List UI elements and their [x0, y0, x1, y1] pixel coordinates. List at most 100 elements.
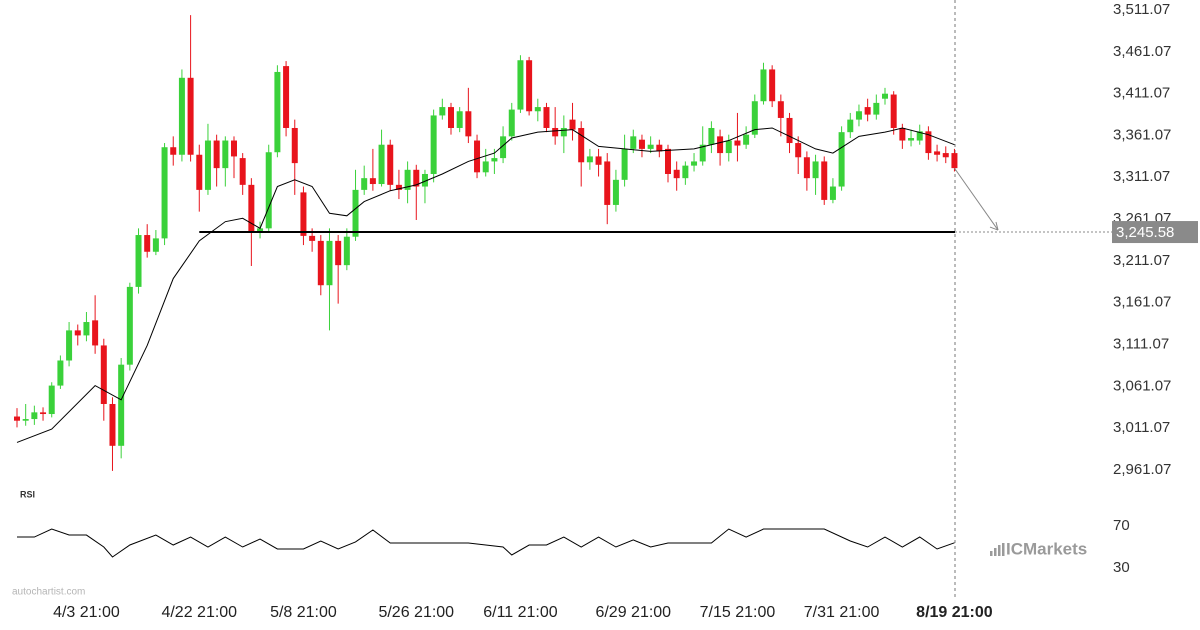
y-tick-label: 3,411.07 [1113, 85, 1170, 102]
candle-body [439, 107, 446, 116]
candle-body [586, 156, 593, 163]
rsi-title: RSI [20, 489, 35, 499]
source: autochartist.com [12, 587, 85, 598]
candle-body [196, 154, 203, 190]
y-tick-label: 3,161.07 [1113, 294, 1171, 311]
y-tick-label: 30 [1113, 559, 1130, 576]
candle-body [369, 178, 376, 185]
candle-body [838, 132, 845, 187]
y-tick-label: 3,511.07 [1113, 1, 1170, 18]
candle-body [178, 77, 185, 155]
candle-body [699, 144, 706, 162]
candle-body [40, 412, 47, 415]
x-tick-label: 4/22 21:00 [161, 604, 237, 621]
candle-body [595, 156, 602, 165]
x-tick-label: 5/8 21:00 [270, 604, 337, 621]
moving-average [16, 127, 955, 443]
candle-body [951, 153, 958, 169]
candle-body [890, 94, 897, 128]
candle-body [170, 147, 177, 155]
price-label: 3,245.58 [1116, 224, 1174, 241]
candle-body [231, 140, 237, 157]
candle-body [109, 403, 116, 446]
candle-body [786, 117, 793, 144]
forecast-arrowhead [989, 221, 999, 231]
candle-body [448, 107, 454, 128]
candle-body [482, 161, 489, 173]
candle-body [22, 419, 29, 421]
candle-body [751, 101, 758, 135]
forecast-arrow [954, 167, 999, 231]
candle-body [560, 127, 567, 137]
y-tick-label: 3,061.07 [1113, 377, 1171, 394]
candle-body [934, 151, 941, 155]
candle-body [534, 107, 541, 112]
x-tick-label: 7/31 21:00 [804, 604, 880, 621]
candle-body [14, 416, 20, 421]
candle-body [57, 360, 64, 386]
candle-body [456, 111, 463, 128]
candle-body [847, 119, 854, 133]
x-tick-label: 6/11 21:00 [483, 604, 558, 621]
candle-body [612, 179, 619, 205]
price-label-box [1112, 221, 1198, 244]
candle-body [882, 93, 888, 99]
candle-body [795, 143, 802, 158]
candle-body [404, 169, 411, 190]
brand: ICMarkets [1006, 539, 1087, 558]
candle-body [803, 157, 810, 179]
candle-body [569, 119, 576, 130]
candle-body [734, 140, 741, 146]
x-tick-label: 5/26 21:00 [378, 604, 454, 621]
candle-body [578, 127, 585, 163]
candle-body [48, 385, 55, 415]
candle-body [908, 138, 915, 141]
candle-body [291, 127, 298, 164]
candle-body [387, 144, 394, 185]
candle-body [665, 148, 671, 174]
candle-body [517, 60, 524, 110]
candle-body [413, 169, 420, 187]
candle-body [118, 364, 125, 446]
y-tick-label: 3,211.07 [1113, 252, 1170, 269]
candle-body [309, 235, 316, 241]
candle-body [769, 69, 776, 102]
candle-body [395, 184, 402, 190]
candle-body [144, 235, 151, 252]
candle-body [526, 60, 533, 112]
candle-body [873, 102, 880, 115]
candle-body [543, 107, 550, 128]
candle-body [74, 330, 81, 336]
candle-body [300, 192, 307, 236]
candle-body [855, 111, 862, 120]
candle-body [265, 152, 272, 229]
candle-body [239, 158, 246, 185]
candle-body [942, 153, 949, 158]
candle-body [647, 144, 654, 149]
y-tick-label: 70 [1113, 517, 1130, 534]
candle-body [257, 228, 264, 233]
candle-body [552, 127, 559, 137]
candle-body [777, 101, 784, 118]
candle-body [378, 144, 385, 185]
candle-body [812, 161, 819, 179]
candle-body [864, 107, 871, 115]
x-tick-label: 4/3 21:00 [53, 604, 120, 621]
candle-body [421, 173, 428, 187]
candle-body [604, 161, 611, 205]
y-tick-label: 3,461.07 [1113, 43, 1171, 60]
rsi-line [17, 528, 955, 558]
candle-body [152, 238, 159, 252]
candle-body [100, 345, 107, 404]
candle-body [621, 148, 628, 180]
y-tick-label: 3,361.07 [1113, 126, 1171, 143]
x-tick-label: 7/15 21:00 [700, 604, 776, 621]
candle-body [760, 69, 767, 102]
candle-body [161, 147, 168, 239]
y-tick-label: 2,961.07 [1113, 461, 1171, 478]
candle-body [682, 165, 689, 179]
candle-body [673, 169, 680, 179]
candle-body [691, 161, 698, 166]
candle-body [204, 140, 211, 190]
